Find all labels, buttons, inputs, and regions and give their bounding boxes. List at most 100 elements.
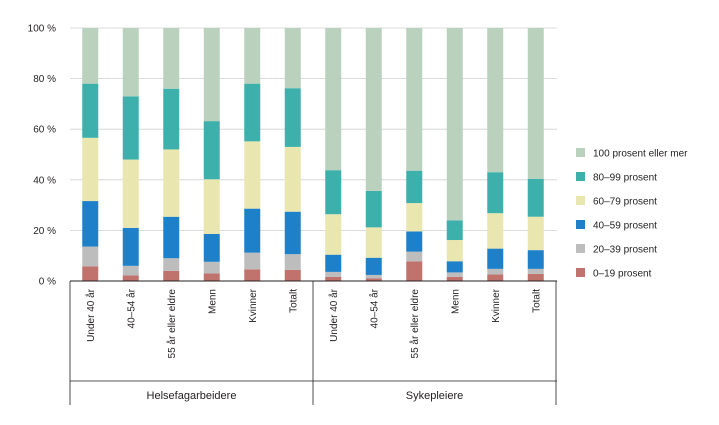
bar-segment (406, 261, 423, 281)
bar-segment (527, 178, 544, 217)
bar-segment (82, 28, 99, 84)
x-category-label: Menn (207, 289, 218, 314)
x-group-label: Helsefagarbeidere (147, 390, 237, 402)
bar-segment (203, 121, 220, 180)
bar-segment (244, 252, 261, 270)
legend-swatch (576, 148, 585, 157)
legend-label: 60–79 prosent (593, 197, 657, 208)
bar-segment (163, 216, 180, 259)
bar-segment (527, 28, 544, 179)
bar-segment (527, 250, 544, 269)
bar-segment (325, 214, 342, 255)
bar-segment (82, 266, 99, 281)
x-group-label: Sykepleiere (406, 390, 463, 402)
bar-segment (82, 201, 99, 247)
x-category-label: Kvinner (491, 288, 502, 323)
legend-label: 80–99 prosent (593, 173, 657, 184)
bar-segment (446, 240, 463, 262)
bar-segment (82, 137, 99, 202)
bar-segment (203, 233, 220, 262)
bar-segment (487, 248, 504, 269)
bar-segment (163, 258, 180, 271)
bar-segment (122, 227, 139, 266)
y-tick-label: 40 % (33, 175, 56, 186)
bar-segment (203, 179, 220, 234)
legend-label: 100 prosent eller mer (593, 149, 688, 160)
bar-segment (163, 28, 180, 89)
legend-swatch (576, 172, 585, 181)
bar-segment (487, 172, 504, 214)
bar-segment (284, 269, 301, 281)
bar-segment (122, 275, 139, 281)
bar-segment (527, 268, 544, 274)
bar-segment (284, 146, 301, 212)
bar-segment (365, 278, 382, 281)
bar-segment (284, 254, 301, 270)
x-category-label: 55 år eller eldre (409, 289, 421, 359)
bar-segment (203, 273, 220, 281)
bar-segment (406, 231, 423, 252)
bar-segment (284, 88, 301, 147)
legend-label: 20–39 prosent (593, 245, 657, 256)
bar-segment (163, 270, 180, 281)
legend-label: 40–59 prosent (593, 221, 657, 232)
bar-segment (82, 83, 99, 138)
bar-segment (325, 170, 342, 215)
bar-segment (284, 211, 301, 255)
bar-segment (487, 213, 504, 249)
bar-segment (325, 271, 342, 277)
y-tick-label: 80 % (33, 74, 56, 85)
bar-segment (244, 269, 261, 281)
x-category-label: 55 år eller eldre (166, 289, 178, 359)
x-category-label: 40–54 år (125, 288, 137, 328)
bar-segment (244, 208, 261, 253)
bar-segment (406, 28, 423, 171)
x-category-label: Under 40 år (328, 288, 340, 341)
bar-segment (325, 254, 342, 272)
legend-label: 0–19 prosent (593, 269, 652, 280)
bar-segment (406, 170, 423, 204)
y-tick-label: 100 % (28, 24, 56, 35)
bar-segment (325, 276, 342, 281)
x-category-label: Totalt (531, 289, 542, 313)
bar-segment (406, 251, 423, 262)
legend-swatch (576, 220, 585, 229)
bar-segment (244, 141, 261, 209)
bar-segment (122, 159, 139, 228)
x-category-label: Totalt (288, 289, 299, 313)
bar-segment (446, 276, 463, 281)
bar-segment (446, 220, 463, 241)
bar-segment (244, 83, 261, 142)
bar-segment (446, 261, 463, 273)
bar-segment (365, 257, 382, 275)
y-tick-label: 60 % (33, 125, 56, 136)
bar-segment (487, 268, 504, 275)
bar-segment (163, 149, 180, 217)
bar-segment (527, 216, 544, 251)
bar-segment (203, 28, 220, 122)
x-category-label: 40–54 år (368, 288, 380, 328)
x-category-label: Menn (450, 289, 461, 314)
bar-segment (365, 227, 382, 258)
bar-segment (527, 273, 544, 281)
bar-segment (82, 246, 99, 267)
bar-segment (365, 190, 382, 228)
bar-segment (122, 96, 139, 160)
bar-segment (325, 28, 342, 171)
legend-swatch (576, 244, 585, 253)
x-category-label: Kvinner (248, 288, 259, 323)
bar-segment (284, 28, 301, 89)
bar-segment (244, 28, 261, 84)
bar-segment (203, 261, 220, 274)
bar-segment (406, 203, 423, 232)
y-tick-label: 20 % (33, 226, 56, 237)
y-tick-label: 0 % (39, 277, 56, 288)
bar-segment (446, 272, 463, 277)
bar-segment (122, 265, 139, 276)
bar-segment (365, 28, 382, 191)
bar-segment (487, 28, 504, 173)
bar-segment (487, 274, 504, 281)
bar-segment (122, 28, 139, 97)
